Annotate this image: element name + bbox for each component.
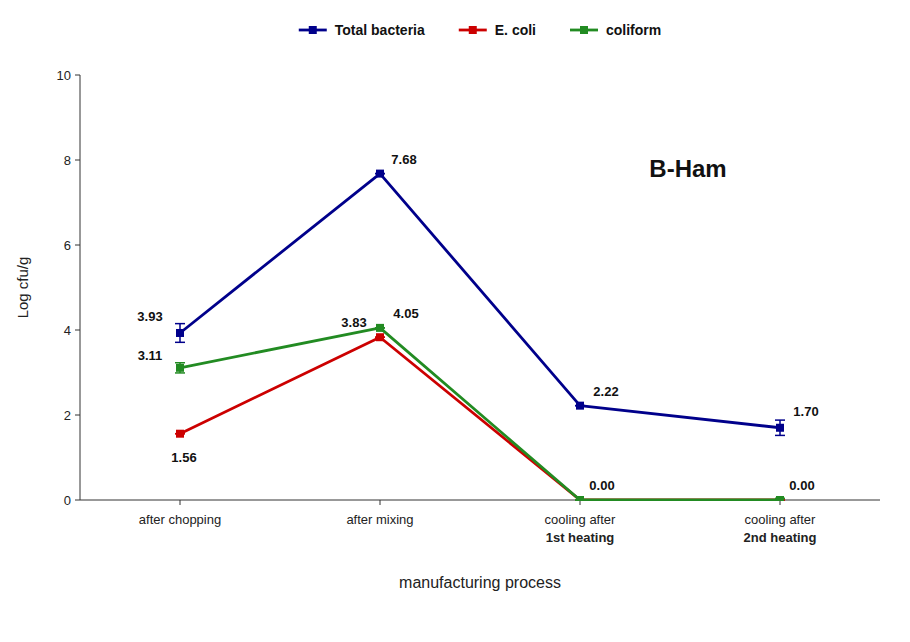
error-bar-cap: [175, 323, 185, 325]
x-tick-label: cooling after 2nd heating: [744, 512, 817, 545]
x-tick-label: after mixing: [346, 512, 413, 527]
data-label: 4.05: [393, 306, 418, 321]
x-axis-label: manufacturing process: [399, 574, 561, 591]
point: [576, 496, 584, 501]
series-line: [180, 337, 780, 500]
legend-label: coliform: [606, 22, 661, 38]
error-bar: [175, 324, 185, 343]
point: [376, 333, 384, 341]
background: [0, 0, 910, 642]
data-label: 7.68: [391, 152, 416, 167]
data-label: 3.93: [137, 309, 162, 324]
x-tick-label: cooling after 1st heating: [545, 512, 616, 545]
error-bar-cap: [775, 419, 785, 421]
series: [175, 324, 785, 501]
point: [376, 170, 384, 178]
data-label: 1.56: [171, 450, 196, 465]
y-tick-label: 2: [64, 408, 71, 423]
point: [176, 430, 184, 438]
point: [376, 324, 384, 332]
y-tick: [75, 245, 80, 246]
legend-label: Total bacteria: [335, 22, 425, 38]
series: [175, 333, 785, 501]
y-tick: [75, 330, 80, 331]
point: [176, 329, 184, 337]
error-bar-cap: [775, 435, 785, 437]
x-tick: [380, 500, 381, 505]
error-bar: [175, 363, 185, 373]
y-tick-label: 10: [57, 68, 71, 83]
x-tick-label-line: cooling after: [545, 512, 616, 527]
point: [176, 364, 184, 372]
x-tick: [180, 500, 181, 505]
series: [175, 170, 785, 436]
error-bar-cap: [175, 342, 185, 344]
legend-item: coliform: [570, 22, 661, 38]
legend: Total bacteria E. coli coliform: [299, 22, 661, 38]
y-tick-label: 6: [64, 238, 71, 253]
y-tick-label: 4: [64, 323, 71, 338]
point: [576, 496, 584, 501]
legend-marker: [469, 26, 477, 34]
data-label: 3.11: [138, 348, 163, 363]
data-label: 0.00: [589, 478, 614, 493]
x-tick-label-line: 1st heating: [546, 530, 615, 545]
point: [776, 496, 784, 501]
legend-marker: [580, 26, 588, 34]
y-axis-label: Log cfu/g: [14, 257, 31, 319]
plot-area: [175, 170, 785, 501]
y-axis-line: [80, 75, 81, 500]
x-tick-label-line: after chopping: [139, 512, 221, 527]
y-tick: [75, 415, 80, 416]
x-tick-label-line: 2nd heating: [744, 530, 817, 545]
title: B-Ham: [649, 155, 726, 182]
y-tick: [75, 500, 80, 501]
legend-item: E. coli: [459, 22, 536, 38]
legend-item: Total bacteria: [299, 22, 425, 38]
point: [576, 402, 584, 410]
series-line: [180, 328, 780, 500]
x-tick-label-line: cooling after: [745, 512, 816, 527]
data-label: 0.00: [789, 478, 814, 493]
y-tick-label: 8: [64, 153, 71, 168]
point: [776, 496, 784, 501]
legend-marker: [309, 26, 317, 34]
error-bar-cap: [175, 362, 185, 364]
point: [776, 424, 784, 432]
x-tick-label: after chopping: [139, 512, 221, 527]
data-labels: 3.93 7.68 2.22 1.70 1.56 3.83 0.00 0.00 3.11 4.05: [137, 152, 818, 493]
chart: 0 2 4 6 8 10 after chopping after mixing cooling…: [0, 0, 910, 642]
legend-label: E. coli: [495, 22, 536, 38]
data-label: 2.22: [593, 384, 618, 399]
x-tick-label-line: after mixing: [346, 512, 413, 527]
data-label: 3.83: [341, 315, 366, 330]
axes: 0 2 4 6 8 10 after chopping after mixing cooling…: [57, 68, 880, 546]
error-bar-cap: [175, 372, 185, 374]
y-tick-label: 0: [64, 493, 71, 508]
error-bar: [775, 420, 785, 435]
data-label: 1.70: [793, 404, 818, 419]
y-tick: [75, 75, 80, 76]
y-tick: [75, 160, 80, 161]
